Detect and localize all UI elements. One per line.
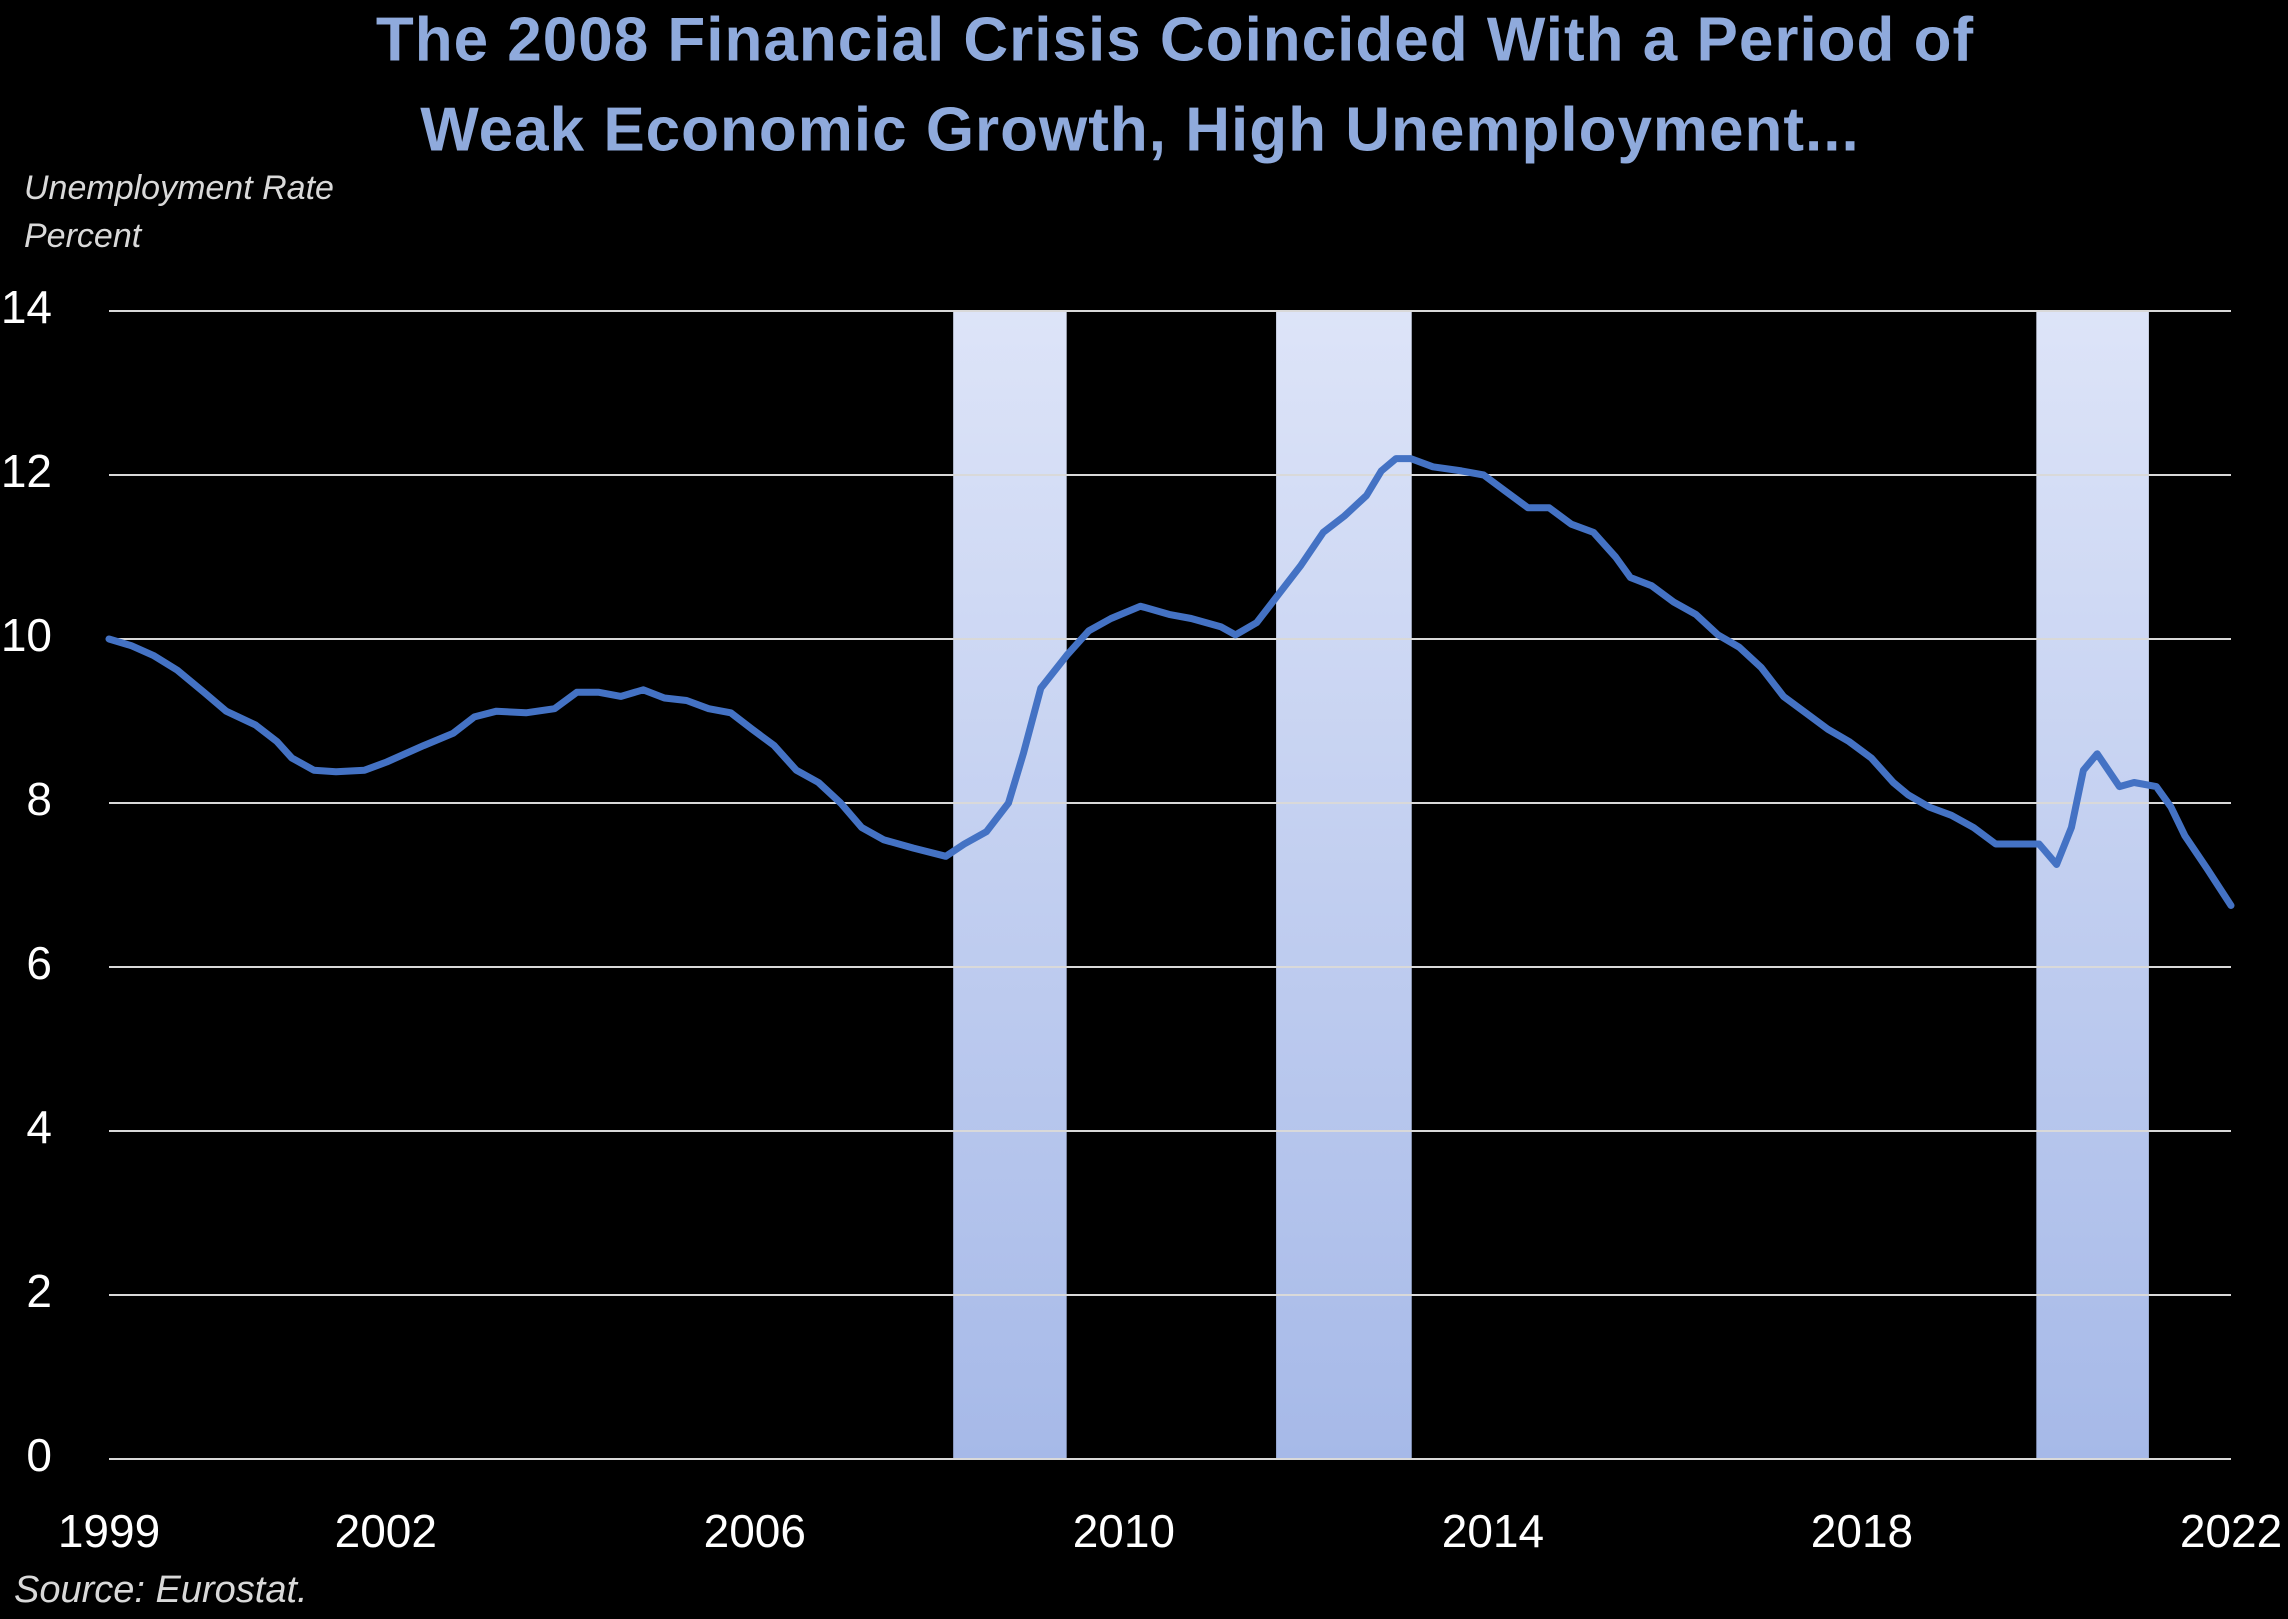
y-tick-label: 10 [1,609,52,661]
x-tick-label: 2010 [1073,1505,1175,1557]
shaded-period [1276,311,1412,1459]
x-tick-label: 2018 [1811,1505,1913,1557]
shaded-period [2036,311,2149,1459]
y-tick-label: 4 [26,1101,52,1153]
y-tick-label: 8 [26,773,52,825]
y-axis-label: Percent [24,217,143,255]
x-tick-label: 1999 [58,1505,160,1557]
y-tick-label: 12 [1,445,52,497]
shaded-period [953,311,1067,1459]
chart-title: Weak Economic Growth, High Unemployment.… [420,95,1859,164]
y-axis-label: Unemployment Rate [24,169,334,207]
x-tick-label: 2006 [704,1505,806,1557]
y-tick-label: 6 [26,937,52,989]
source-note: Source: Eurostat. [14,1569,308,1611]
y-tick-label: 14 [1,281,52,333]
x-tick-label: 2002 [335,1505,437,1557]
line-series [105,455,2235,909]
chart-title: The 2008 Financial Crisis Coincided With… [376,5,1974,74]
y-tick-label: 2 [26,1265,52,1317]
x-tick-label: 2022 [2180,1505,2282,1557]
y-tick-label: 0 [26,1429,52,1481]
x-tick-label: 2014 [1442,1505,1544,1557]
